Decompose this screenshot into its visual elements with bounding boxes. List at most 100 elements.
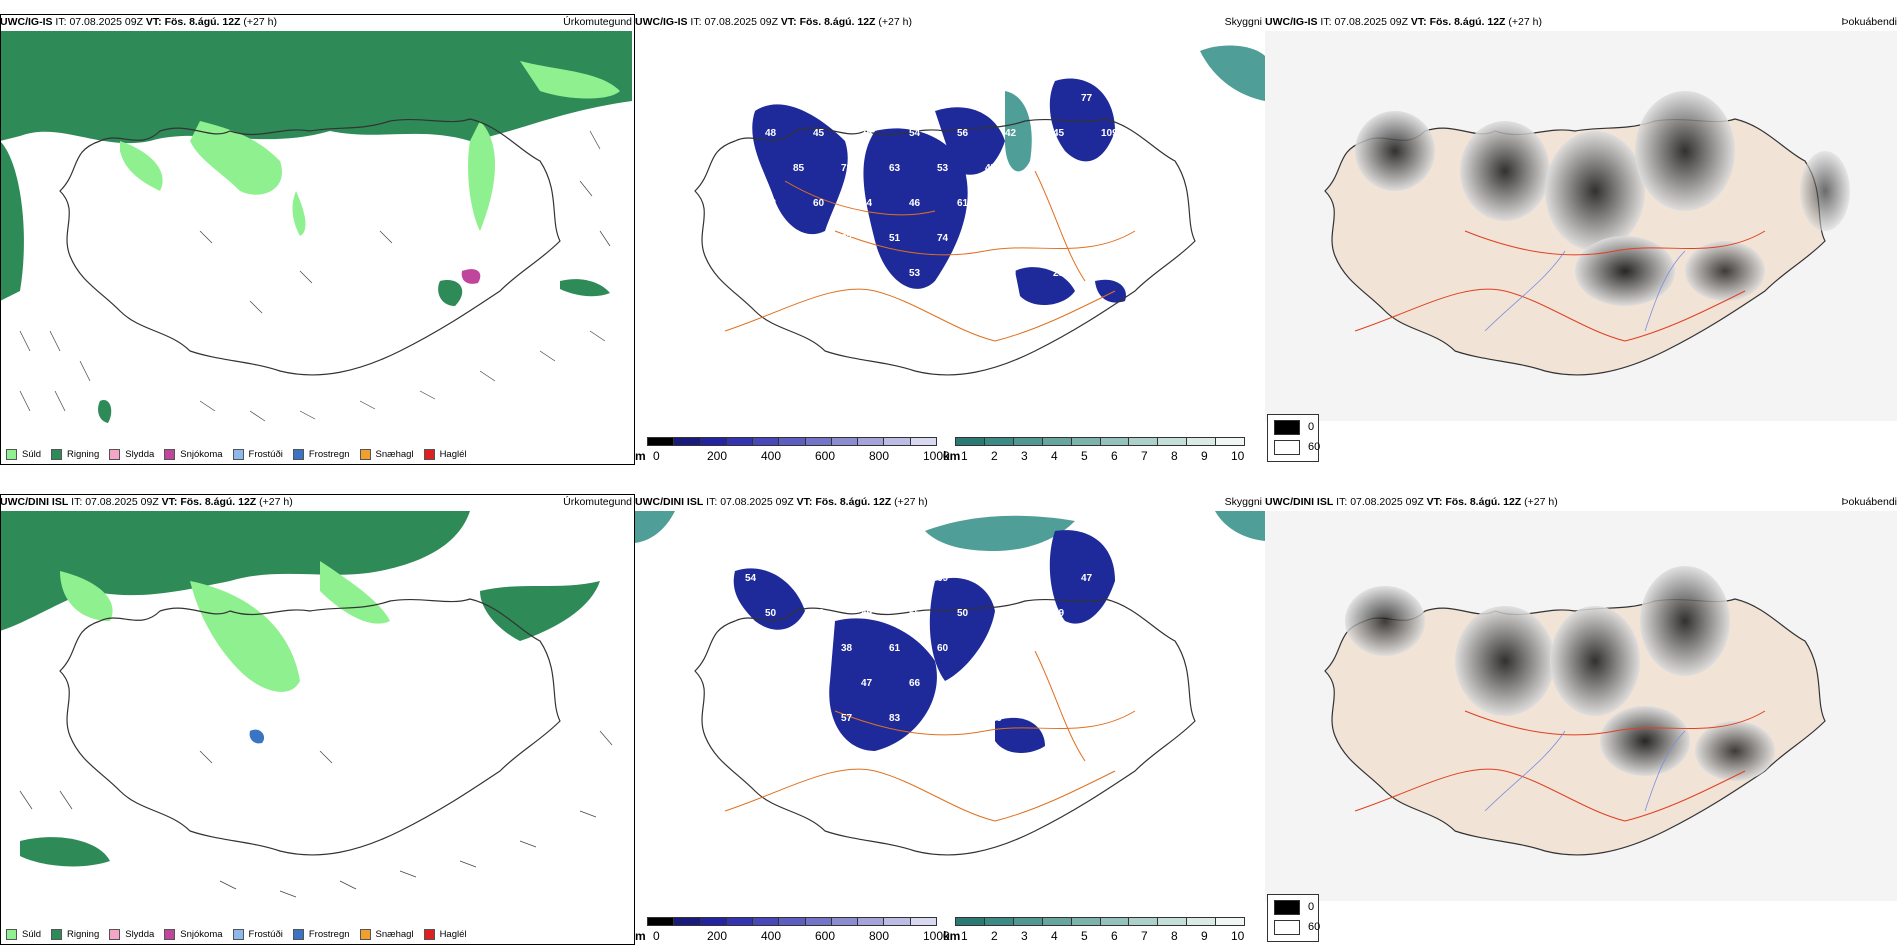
legend-item: Súld <box>6 928 42 940</box>
colorbar-cell <box>674 438 701 445</box>
legend-swatch <box>109 448 121 460</box>
visibility-value-label: 39 <box>793 643 805 654</box>
fog-key-swatch <box>1274 920 1300 935</box>
model-name: UWC/DINI ISL <box>635 496 704 508</box>
colorbar-cell <box>984 918 1014 925</box>
colorbar-cell <box>1216 918 1245 925</box>
legend-label: Súld <box>22 928 42 940</box>
legend-label: Súld <box>22 448 42 460</box>
rain-area <box>480 581 600 641</box>
visibility-value-label: 42 <box>1005 128 1017 139</box>
it-label: IT: <box>1336 496 1348 508</box>
vt-value: Fös. 8.ágú. 12Z <box>1445 496 1522 508</box>
visibility-value-label: 61 <box>889 643 901 654</box>
km_scale-colorbar <box>955 917 1245 926</box>
visibility-value-label: 130 <box>1101 198 1118 209</box>
colorbar-cell <box>1158 918 1188 925</box>
visibility-map-svg: 54 42 48 56 69 12 85 47 50 43 49 55 50 68 59 58 48 39 38 61… <box>635 511 1265 901</box>
legend-label: Snjókoma <box>180 928 223 940</box>
visibility-value-label: 856 <box>985 713 1002 724</box>
legend-label: Haglél <box>439 448 467 460</box>
colorbar-cell <box>858 438 885 445</box>
visibility-value-label: 113 <box>765 678 782 689</box>
visibility-value-label: 54 <box>957 678 969 689</box>
scale-tick-label: 200 <box>707 929 728 943</box>
legend-label: Rigning <box>67 928 100 940</box>
fog-panel-row1: UWC/IG-IS IT: 07.08.2025 09Z VT: Fös. 8.… <box>1265 14 1900 465</box>
visibility-value-label: 71 <box>985 643 997 654</box>
visibility-value-label: 38 <box>841 643 853 654</box>
visibility-value-label: 11 <box>957 268 968 279</box>
low-visibility-area <box>829 618 937 751</box>
legend-label: Frostúði <box>248 928 283 940</box>
road-network <box>724 650 1136 822</box>
visibility-value-label: 83 <box>889 713 901 724</box>
visibility-value-label: 45 <box>985 163 997 174</box>
legend-label: Frostregn <box>308 448 350 460</box>
drizzle-area <box>60 571 113 621</box>
legend-item: Frostregn <box>292 928 350 940</box>
scale-tick-label: 400 <box>761 449 782 463</box>
legend-swatch <box>292 448 304 460</box>
visibility-value-label: 67 <box>1081 643 1093 654</box>
height_scale-colorbar <box>647 917 937 926</box>
visibility-value-label: 77 <box>793 233 805 244</box>
scale-tick-label: 3 <box>1021 929 1028 943</box>
colorbar-cell <box>831 438 859 445</box>
visibility-value-label: 69 <box>937 573 949 584</box>
fog-shading <box>1345 566 1775 781</box>
iceland-outline <box>694 118 1196 376</box>
legend-swatch <box>51 928 63 940</box>
colorbar-cell <box>884 918 911 925</box>
fog-key: 0 60 <box>1267 894 1320 942</box>
legend-item: Slydda <box>109 928 154 940</box>
it-value: 07.08.2025 09Z <box>69 16 143 28</box>
panel-title: Úrkomutegund <box>563 16 632 28</box>
precip-legend: Súld Rigning Slydda Snjókoma Frostúði Frostre… <box>0 923 467 945</box>
colorbar-cell <box>674 918 701 925</box>
height-scale: m 0 200 400 600 800 1000 <box>635 437 950 465</box>
visibility-value-label: 50 <box>957 608 969 619</box>
fog-key-label: 60 <box>1308 441 1321 453</box>
visibility-value-label: 83 <box>1033 643 1045 654</box>
legend-item: Súld <box>6 448 42 460</box>
scale-tick-label: 3 <box>1021 449 1028 463</box>
legend-label: Snæhagl <box>375 448 414 460</box>
scale-tick-label: 800 <box>869 929 890 943</box>
low-visibility-area <box>635 511 675 543</box>
km_scale-colorbar <box>955 437 1245 446</box>
visibility-value-label: 38 <box>889 93 901 104</box>
visibility-value-label: 109 <box>1101 128 1118 139</box>
visibility-value-label: 47 <box>861 678 873 689</box>
precip-map <box>0 511 632 921</box>
low-visibility-area <box>752 104 848 235</box>
colorbar-cell <box>858 918 885 925</box>
visibility-value-label: 53 <box>841 93 853 104</box>
visibility-value-label: 38 <box>793 713 805 724</box>
colorbar-cell <box>1100 918 1130 925</box>
colorbar-cell <box>956 918 985 925</box>
lead-time: (+27 h) <box>1508 16 1542 28</box>
scale-tick-label: 600 <box>815 929 836 943</box>
visibility-value-label: 48 <box>745 643 757 654</box>
visibility-value-label: 46 <box>909 198 921 209</box>
legend-item: Snjókoma <box>164 448 223 460</box>
visibility-value-label: 77 <box>1081 93 1093 104</box>
it-label: IT: <box>55 16 67 28</box>
visibility-value-label: 56 <box>985 233 997 244</box>
lead-time: (+27 h) <box>1524 496 1558 508</box>
panel-header: UWC/DINI ISL IT: 07.08.2025 09Z VT: Fös.… <box>635 494 1265 510</box>
visibility-value-label: 48 <box>765 128 777 139</box>
model-name: UWC/IG-IS <box>635 16 688 28</box>
legend-item: Haglél <box>423 448 467 460</box>
scale-tick-label: 6 <box>1111 929 1118 943</box>
low-visibility-area <box>935 107 1005 175</box>
rain-area <box>560 279 610 297</box>
visibility-value-label: 62 <box>1005 678 1017 689</box>
iceland-outline <box>59 598 561 856</box>
legend-swatch <box>359 928 371 940</box>
scale-tick-label: 1 <box>961 929 968 943</box>
legend-item: Frostregn <box>292 448 350 460</box>
visibility-value-label: 49 <box>861 608 873 619</box>
legend-label: Snjókoma <box>180 448 223 460</box>
